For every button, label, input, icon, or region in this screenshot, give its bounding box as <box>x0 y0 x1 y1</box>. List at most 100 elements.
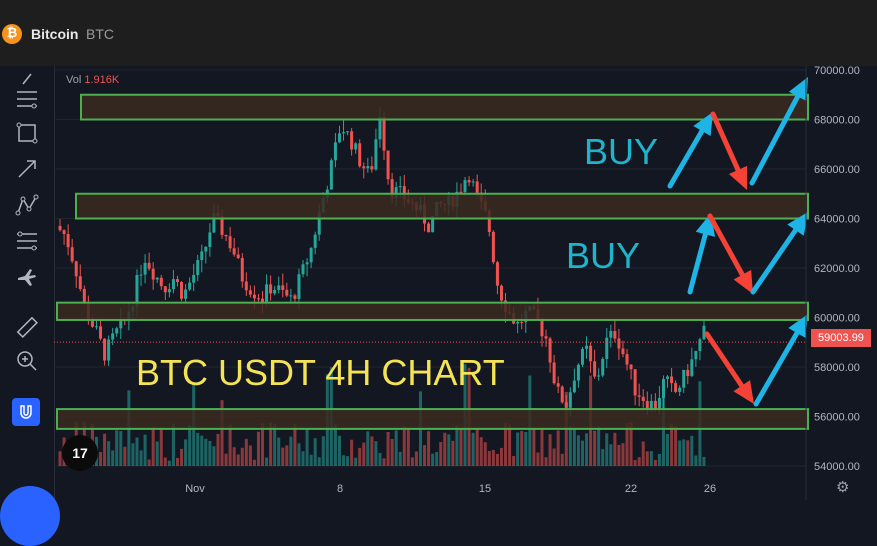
volume-bar <box>686 440 690 466</box>
volume-bar <box>556 430 560 466</box>
volume-bar <box>208 440 212 466</box>
volume-bar <box>269 422 273 466</box>
gear-icon[interactable]: ⚙ <box>836 479 850 496</box>
volume-bar <box>107 441 111 466</box>
price-tick-label: 54000.00 <box>814 461 860 473</box>
candle <box>281 285 285 290</box>
candle <box>269 284 273 294</box>
volume-bar <box>536 452 540 466</box>
candle <box>649 400 653 409</box>
volume-bar <box>382 458 386 466</box>
volume-bar <box>402 426 406 466</box>
candle <box>580 348 584 365</box>
volume-bar <box>224 453 228 466</box>
volume-bar <box>585 433 589 466</box>
ruler-icon[interactable] <box>12 314 42 340</box>
volume-bar <box>597 426 601 466</box>
candle <box>585 345 589 349</box>
candle <box>256 298 260 300</box>
price-chart[interactable]: 54000.00 56000.00 58000.00 60000.00 62000.00… <box>54 66 877 500</box>
volume-bar <box>560 453 564 466</box>
volume-bar <box>188 425 192 466</box>
arrow-shaft <box>687 231 708 295</box>
candle <box>366 166 370 169</box>
arrow-head <box>787 212 808 236</box>
volume-bar <box>261 423 265 466</box>
candle <box>674 383 678 392</box>
candle <box>354 143 358 150</box>
volume-bar <box>637 457 641 466</box>
candle <box>228 236 232 249</box>
arrow-head <box>788 314 808 339</box>
volume-bar <box>451 440 455 466</box>
candle <box>613 330 617 339</box>
trend-lines-icon[interactable] <box>12 86 42 112</box>
plane-icon[interactable] <box>12 264 42 290</box>
candle <box>597 375 601 377</box>
arrow-icon[interactable] <box>12 156 42 182</box>
volume-bar <box>159 429 163 466</box>
measure-lines-icon[interactable] <box>12 228 42 254</box>
candle <box>167 289 171 293</box>
candle <box>115 328 119 334</box>
volume-bar <box>552 448 556 466</box>
candle <box>657 397 661 410</box>
candle <box>402 186 406 200</box>
candle <box>374 139 378 170</box>
trade-arrows <box>667 77 808 407</box>
candle <box>58 225 62 231</box>
volume-bar <box>435 451 439 466</box>
volume-bar <box>641 441 645 466</box>
help-button[interactable] <box>0 486 60 546</box>
volume-bar <box>495 453 499 466</box>
arrow-head <box>733 380 754 404</box>
zoom-in-icon[interactable] <box>12 348 42 374</box>
volume-bar <box>504 422 508 466</box>
pattern-icon[interactable] <box>12 192 42 218</box>
volume-bar <box>350 439 354 466</box>
candle <box>686 369 690 377</box>
candle <box>188 282 192 290</box>
volume-bar <box>447 434 451 466</box>
candle <box>265 284 269 302</box>
volume-bar <box>548 434 552 466</box>
volume-bar <box>617 444 621 466</box>
volume-bar <box>629 422 633 466</box>
candle <box>370 166 374 170</box>
candle <box>556 383 560 387</box>
volume-bar <box>277 437 281 466</box>
magnet-icon[interactable] <box>12 398 40 426</box>
candle <box>645 400 649 409</box>
arrow-head <box>733 269 753 294</box>
volume-bar <box>305 428 309 466</box>
symbol-title[interactable]: Bitcoin <box>31 26 79 42</box>
volume-bar <box>390 439 394 466</box>
volume-bar <box>378 452 382 466</box>
volume-legend: Vol 1.916K <box>66 74 119 86</box>
volume-bar <box>155 441 159 466</box>
candle <box>463 180 467 192</box>
price-tick-label: 66000.00 <box>814 164 860 176</box>
candle <box>475 181 479 193</box>
arrow-shaft <box>750 227 799 295</box>
volume-bar <box>516 432 520 466</box>
candle <box>431 216 435 233</box>
candle <box>208 232 212 247</box>
symbol-ticker: BTC <box>86 26 114 42</box>
candle <box>382 116 386 151</box>
candle <box>471 181 475 183</box>
candle <box>378 116 382 140</box>
rectangle-icon[interactable] <box>12 120 42 146</box>
volume-bar <box>431 453 435 466</box>
candle <box>694 351 698 360</box>
volume-bar <box>342 455 346 466</box>
candle <box>135 274 139 307</box>
price-tick-label: 56000.00 <box>814 412 860 424</box>
volume-bar <box>568 426 572 466</box>
candle <box>568 392 572 408</box>
price-tick-label: 68000.00 <box>814 115 860 127</box>
crosshair-icon[interactable] <box>12 66 42 92</box>
candle <box>499 285 503 301</box>
volume-bar <box>313 438 317 466</box>
candle <box>220 216 224 235</box>
